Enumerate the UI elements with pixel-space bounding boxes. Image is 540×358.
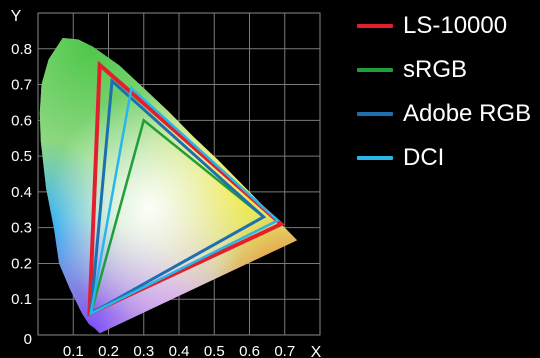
gamut-ls-10000 bbox=[87, 60, 285, 317]
gamut-dci bbox=[89, 85, 280, 316]
y-tick-label: 0.8 bbox=[11, 41, 32, 58]
legend-label: LS-10000 bbox=[403, 12, 508, 39]
legend-swatch bbox=[357, 24, 393, 28]
legend-swatch bbox=[357, 68, 393, 72]
y-tick-label: 0.6 bbox=[11, 112, 32, 129]
gamut-adobe-rgb bbox=[89, 77, 267, 317]
gamut-triangles bbox=[87, 60, 285, 317]
y-tick-label: 0.4 bbox=[11, 184, 32, 201]
y-tick-label: 0.1 bbox=[11, 291, 32, 308]
x-tick-label: 0.4 bbox=[169, 343, 190, 358]
x-tick-label: 0.5 bbox=[204, 343, 225, 358]
y-tick-label: 0.3 bbox=[11, 220, 32, 237]
y-tick-label: 0.2 bbox=[11, 255, 32, 272]
x-tick-label: 0.6 bbox=[239, 343, 260, 358]
y-tick-label: 0 bbox=[24, 331, 32, 348]
y-tick-label: 0.5 bbox=[11, 148, 32, 165]
axis-ticks: 0.1 0.2 0.3 0.4 0.5 0.6 0.7 0 0.1 0.2 0.3 0.4 0.5 0.6… bbox=[11, 41, 295, 358]
y-axis-label: Y bbox=[11, 8, 22, 25]
y-tick-label: 0.7 bbox=[11, 77, 32, 94]
x-tick-label: 0.2 bbox=[98, 343, 119, 358]
x-tick-label: 0.3 bbox=[133, 343, 154, 358]
locus-fill bbox=[39, 38, 298, 334]
legend-swatch bbox=[357, 112, 393, 116]
x-tick-label: 0.1 bbox=[63, 343, 84, 358]
legend-swatch bbox=[357, 156, 393, 160]
legend-label: sRGB bbox=[403, 56, 468, 83]
spectral-locus bbox=[39, 38, 298, 334]
x-axis-label: X bbox=[311, 344, 322, 358]
legend-label: DCI bbox=[403, 144, 445, 171]
x-tick-label: 0.7 bbox=[274, 343, 295, 358]
legend-label: Adobe RGB bbox=[403, 100, 532, 127]
